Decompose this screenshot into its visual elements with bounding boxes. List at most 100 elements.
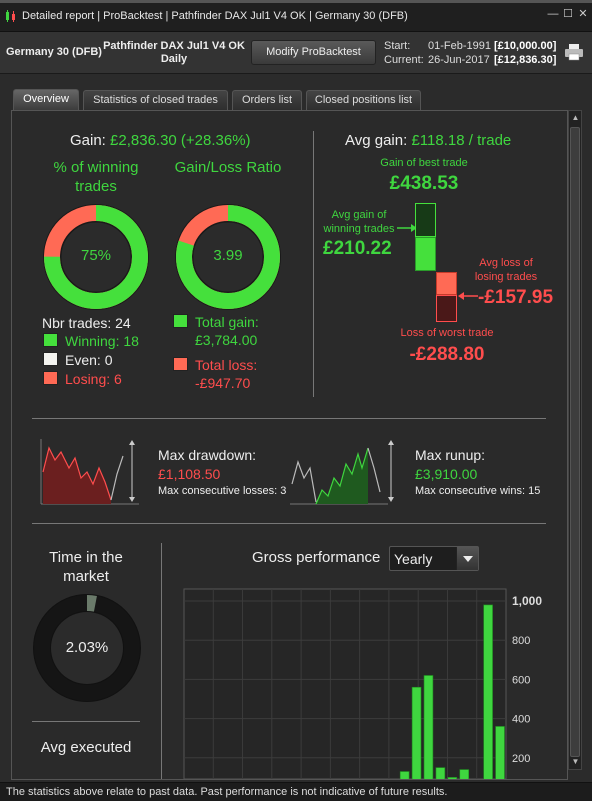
- gross-performance-title: Gross performance: [252, 549, 381, 566]
- system-info: Pathfinder DAX Jul1 V4 OK Daily: [100, 40, 248, 66]
- avg-losing-bar: [436, 272, 457, 295]
- time-in-market-ring: [33, 594, 141, 702]
- modify-probacktest-button[interactable]: Modify ProBacktest: [251, 40, 376, 65]
- avg-gain-label: Avg gain:: [345, 132, 408, 149]
- gross-performance-chart: 1,000 800 600 400 200: [183, 588, 542, 779]
- time-divider: [32, 721, 140, 722]
- avg-losing-label: Avg loss of losing trades: [474, 257, 538, 283]
- winning-count: Winning: 18: [65, 333, 139, 349]
- avg-winning-label: Avg gain of winning trades: [323, 209, 395, 235]
- time-in-market-title: Time in the market: [49, 549, 123, 585]
- report-header: Germany 30 (DFB) Pathfinder DAX Jul1 V4 …: [0, 32, 592, 74]
- performance-bar: [411, 686, 422, 779]
- printer-icon[interactable]: [564, 43, 584, 61]
- total-loss-swatch: [173, 357, 188, 371]
- middle-divider-1: [32, 418, 546, 419]
- winning-legend-swatch: [43, 333, 58, 347]
- performance-bar: [483, 604, 493, 779]
- disclaimer-text: The statistics above relate to past data…: [6, 786, 448, 798]
- overview-panel: Gain: £2,836.30 (+28.36%) % of winning t…: [11, 110, 568, 780]
- top-vertical-divider: [313, 131, 314, 397]
- current-capital: [£12,836.30]: [494, 54, 557, 66]
- performance-bar: [459, 769, 470, 779]
- instrument-name: Germany 30 (DFB): [6, 46, 102, 58]
- performance-bar: [399, 771, 410, 779]
- avg-winning-arrow-icon: [397, 224, 417, 232]
- current-date: 26-Jun-2017: [428, 54, 490, 66]
- time-in-market-segment: [34, 595, 140, 701]
- worst-trade-value: -£288.80: [409, 344, 485, 365]
- scroll-up-icon[interactable]: ▲: [571, 113, 580, 122]
- winning-trades-ring: [43, 204, 149, 310]
- chart-plot-area: [183, 588, 507, 779]
- worst-trade-label: Loss of worst trade: [400, 327, 494, 339]
- scroll-down-icon[interactable]: ▼: [571, 757, 580, 766]
- tab-overview[interactable]: Overview: [13, 89, 79, 110]
- max-consecutive-wins: Max consecutive wins: 15: [415, 485, 541, 497]
- gain-ring-segment: [176, 205, 280, 309]
- performance-bar: [435, 767, 446, 779]
- gain-summary: Gain: £2,836.30 (+28.36%): [70, 132, 251, 149]
- gain-loss-ratio-ring: [175, 204, 281, 310]
- avg-winning-bar: [415, 237, 436, 271]
- y-tick-label: 1,000: [512, 594, 542, 608]
- avg-executed-title: Avg executed: [40, 739, 132, 756]
- gain-label: Gain:: [70, 132, 106, 149]
- y-tick-label: 800: [512, 635, 530, 647]
- scrollbar-thumb[interactable]: [570, 127, 580, 757]
- total-gain-label: Total gain:: [195, 314, 259, 330]
- gain-value: £2,836.30 (+28.36%): [110, 132, 251, 149]
- period-select-value: Yearly: [394, 551, 433, 567]
- start-date: 01-Feb-1991: [428, 40, 491, 52]
- worst-trade-bar: [436, 295, 457, 322]
- window-titlebar: Detailed report | ProBacktest | Pathfind…: [0, 0, 592, 32]
- system-name: Pathfinder DAX Jul1 V4 OK: [103, 40, 245, 52]
- y-tick-label: 200: [512, 753, 530, 765]
- winning-ring-segment: [44, 205, 148, 309]
- max-runup-label: Max runup:: [415, 447, 486, 463]
- performance-bar: [423, 675, 434, 779]
- gain-loss-ratio-value: 3.99: [213, 247, 243, 264]
- winning-pct-value: 75%: [80, 247, 112, 264]
- losing-legend-swatch: [43, 371, 58, 385]
- tab-bar: Overview Statistics of closed trades Ord…: [0, 74, 592, 110]
- start-label: Start:: [384, 40, 411, 52]
- start-capital: [£10,000.00]: [494, 40, 557, 52]
- tab-orders-list[interactable]: Orders list: [232, 90, 302, 110]
- max-runup-value: £3,910.00: [415, 466, 478, 482]
- total-gain-value: £3,784.00: [195, 332, 258, 348]
- gain-loss-ratio-title: Gain/Loss Ratio: [174, 159, 282, 176]
- best-trade-value: £438.53: [389, 173, 459, 194]
- close-button[interactable]: ✕: [578, 8, 588, 20]
- avg-winning-value: £210.22: [323, 238, 392, 259]
- vertical-scrollbar[interactable]: ▲ ▼: [568, 110, 582, 770]
- titlebar-top-strip: [0, 0, 592, 3]
- even-legend-swatch: [43, 352, 58, 366]
- window-title: Detailed report | ProBacktest | Pathfind…: [22, 10, 408, 22]
- avg-gain-value: £118.18 / trade: [411, 132, 512, 149]
- performance-bar: [447, 777, 458, 779]
- winning-trades-title: % of winning trades: [53, 159, 139, 195]
- candlestick-app-icon: [6, 10, 15, 22]
- tab-closed-positions-list[interactable]: Closed positions list: [306, 90, 421, 110]
- max-drawdown-value: £1,108.50: [158, 466, 221, 482]
- max-consecutive-losses: Max consecutive losses: 3: [158, 485, 287, 497]
- timeframe: Daily: [160, 53, 188, 65]
- runup-mini-chart: [290, 440, 394, 505]
- time-in-market-value: 2.03%: [65, 639, 109, 656]
- period-select[interactable]: Yearly: [389, 546, 479, 571]
- bottom-vertical-divider: [161, 543, 162, 779]
- tab-statistics-closed-trades[interactable]: Statistics of closed trades: [83, 90, 228, 110]
- even-count: Even: 0: [65, 352, 113, 368]
- losing-count: Losing: 6: [65, 371, 122, 387]
- minimize-button[interactable]: —: [547, 8, 559, 20]
- current-label: Current:: [384, 54, 424, 66]
- chevron-down-icon[interactable]: [456, 547, 478, 570]
- avg-gain-summary: Avg gain: £118.18 / trade: [345, 132, 511, 149]
- y-tick-label: 600: [512, 674, 530, 686]
- nbr-trades: Nbr trades: 24: [42, 315, 131, 331]
- drawdown-mini-chart: [40, 439, 139, 505]
- maximize-button[interactable]: ☐: [563, 8, 573, 20]
- performance-bar: [495, 726, 505, 779]
- avg-losing-value: -£157.95: [478, 287, 554, 308]
